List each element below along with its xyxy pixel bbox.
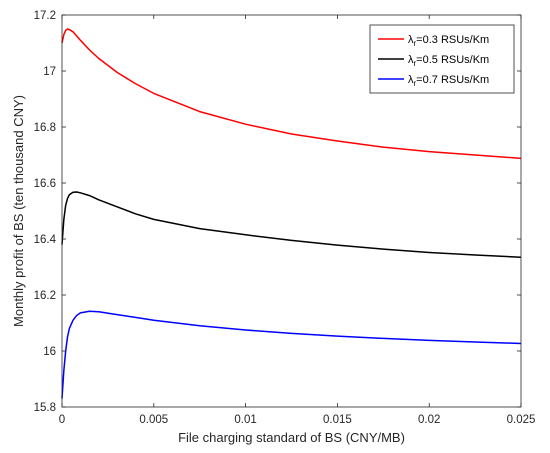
y-tick-label: 17 <box>43 66 56 78</box>
series-line-3 <box>61 310 522 399</box>
legend-subscript: r <box>414 79 417 88</box>
y-tick-label: 16.2 <box>34 290 56 302</box>
legend-lambda: λ <box>408 34 414 46</box>
legend-subscript: r <box>414 39 417 48</box>
y-tick-label: 16.6 <box>34 178 56 190</box>
legend-label-2: λr=0.5 RSUs/Km <box>408 54 489 68</box>
x-tick-label: 0.02 <box>418 414 440 426</box>
y-tick-label: 16.8 <box>34 122 56 134</box>
axes-layer: 0 0.005 0.01 0.015 0.02 0.025 15.8 16 16.2 16.4 16… <box>34 10 536 426</box>
x-tick-label: 0.01 <box>234 414 256 426</box>
y-tick-label: 16 <box>43 346 56 358</box>
legend-lambda: λ <box>408 54 414 66</box>
legend-value: =0.5 RSUs/Km <box>416 54 489 66</box>
legend-subscript: r <box>414 59 417 68</box>
series-layer <box>61 28 522 399</box>
x-axis-title: File charging standard of BS (CNY/MB) <box>178 430 405 445</box>
series-line-2 <box>61 191 522 258</box>
legend-label-1: λr=0.3 RSUs/Km <box>408 34 489 48</box>
legend-value: =0.7 RSUs/Km <box>416 74 489 86</box>
x-tick-label: 0.025 <box>507 414 536 426</box>
legend-value: =0.3 RSUs/Km <box>416 34 489 46</box>
series-line-1 <box>61 28 522 160</box>
legend-label-3: λr=0.7 RSUs/Km <box>408 74 489 88</box>
legend-lambda: λ <box>408 74 414 86</box>
x-tick-label: 0.005 <box>139 414 168 426</box>
x-tick-label: 0.015 <box>323 414 352 426</box>
y-axis-title: Monthly profit of BS (ten thousand CNY) <box>11 95 26 327</box>
x-tick-label: 0 <box>59 414 65 426</box>
y-tick-label: 17.2 <box>34 10 56 22</box>
y-tick-label: 15.8 <box>34 402 56 414</box>
y-tick-label: 16.4 <box>34 234 57 246</box>
axes-box <box>61 14 522 408</box>
